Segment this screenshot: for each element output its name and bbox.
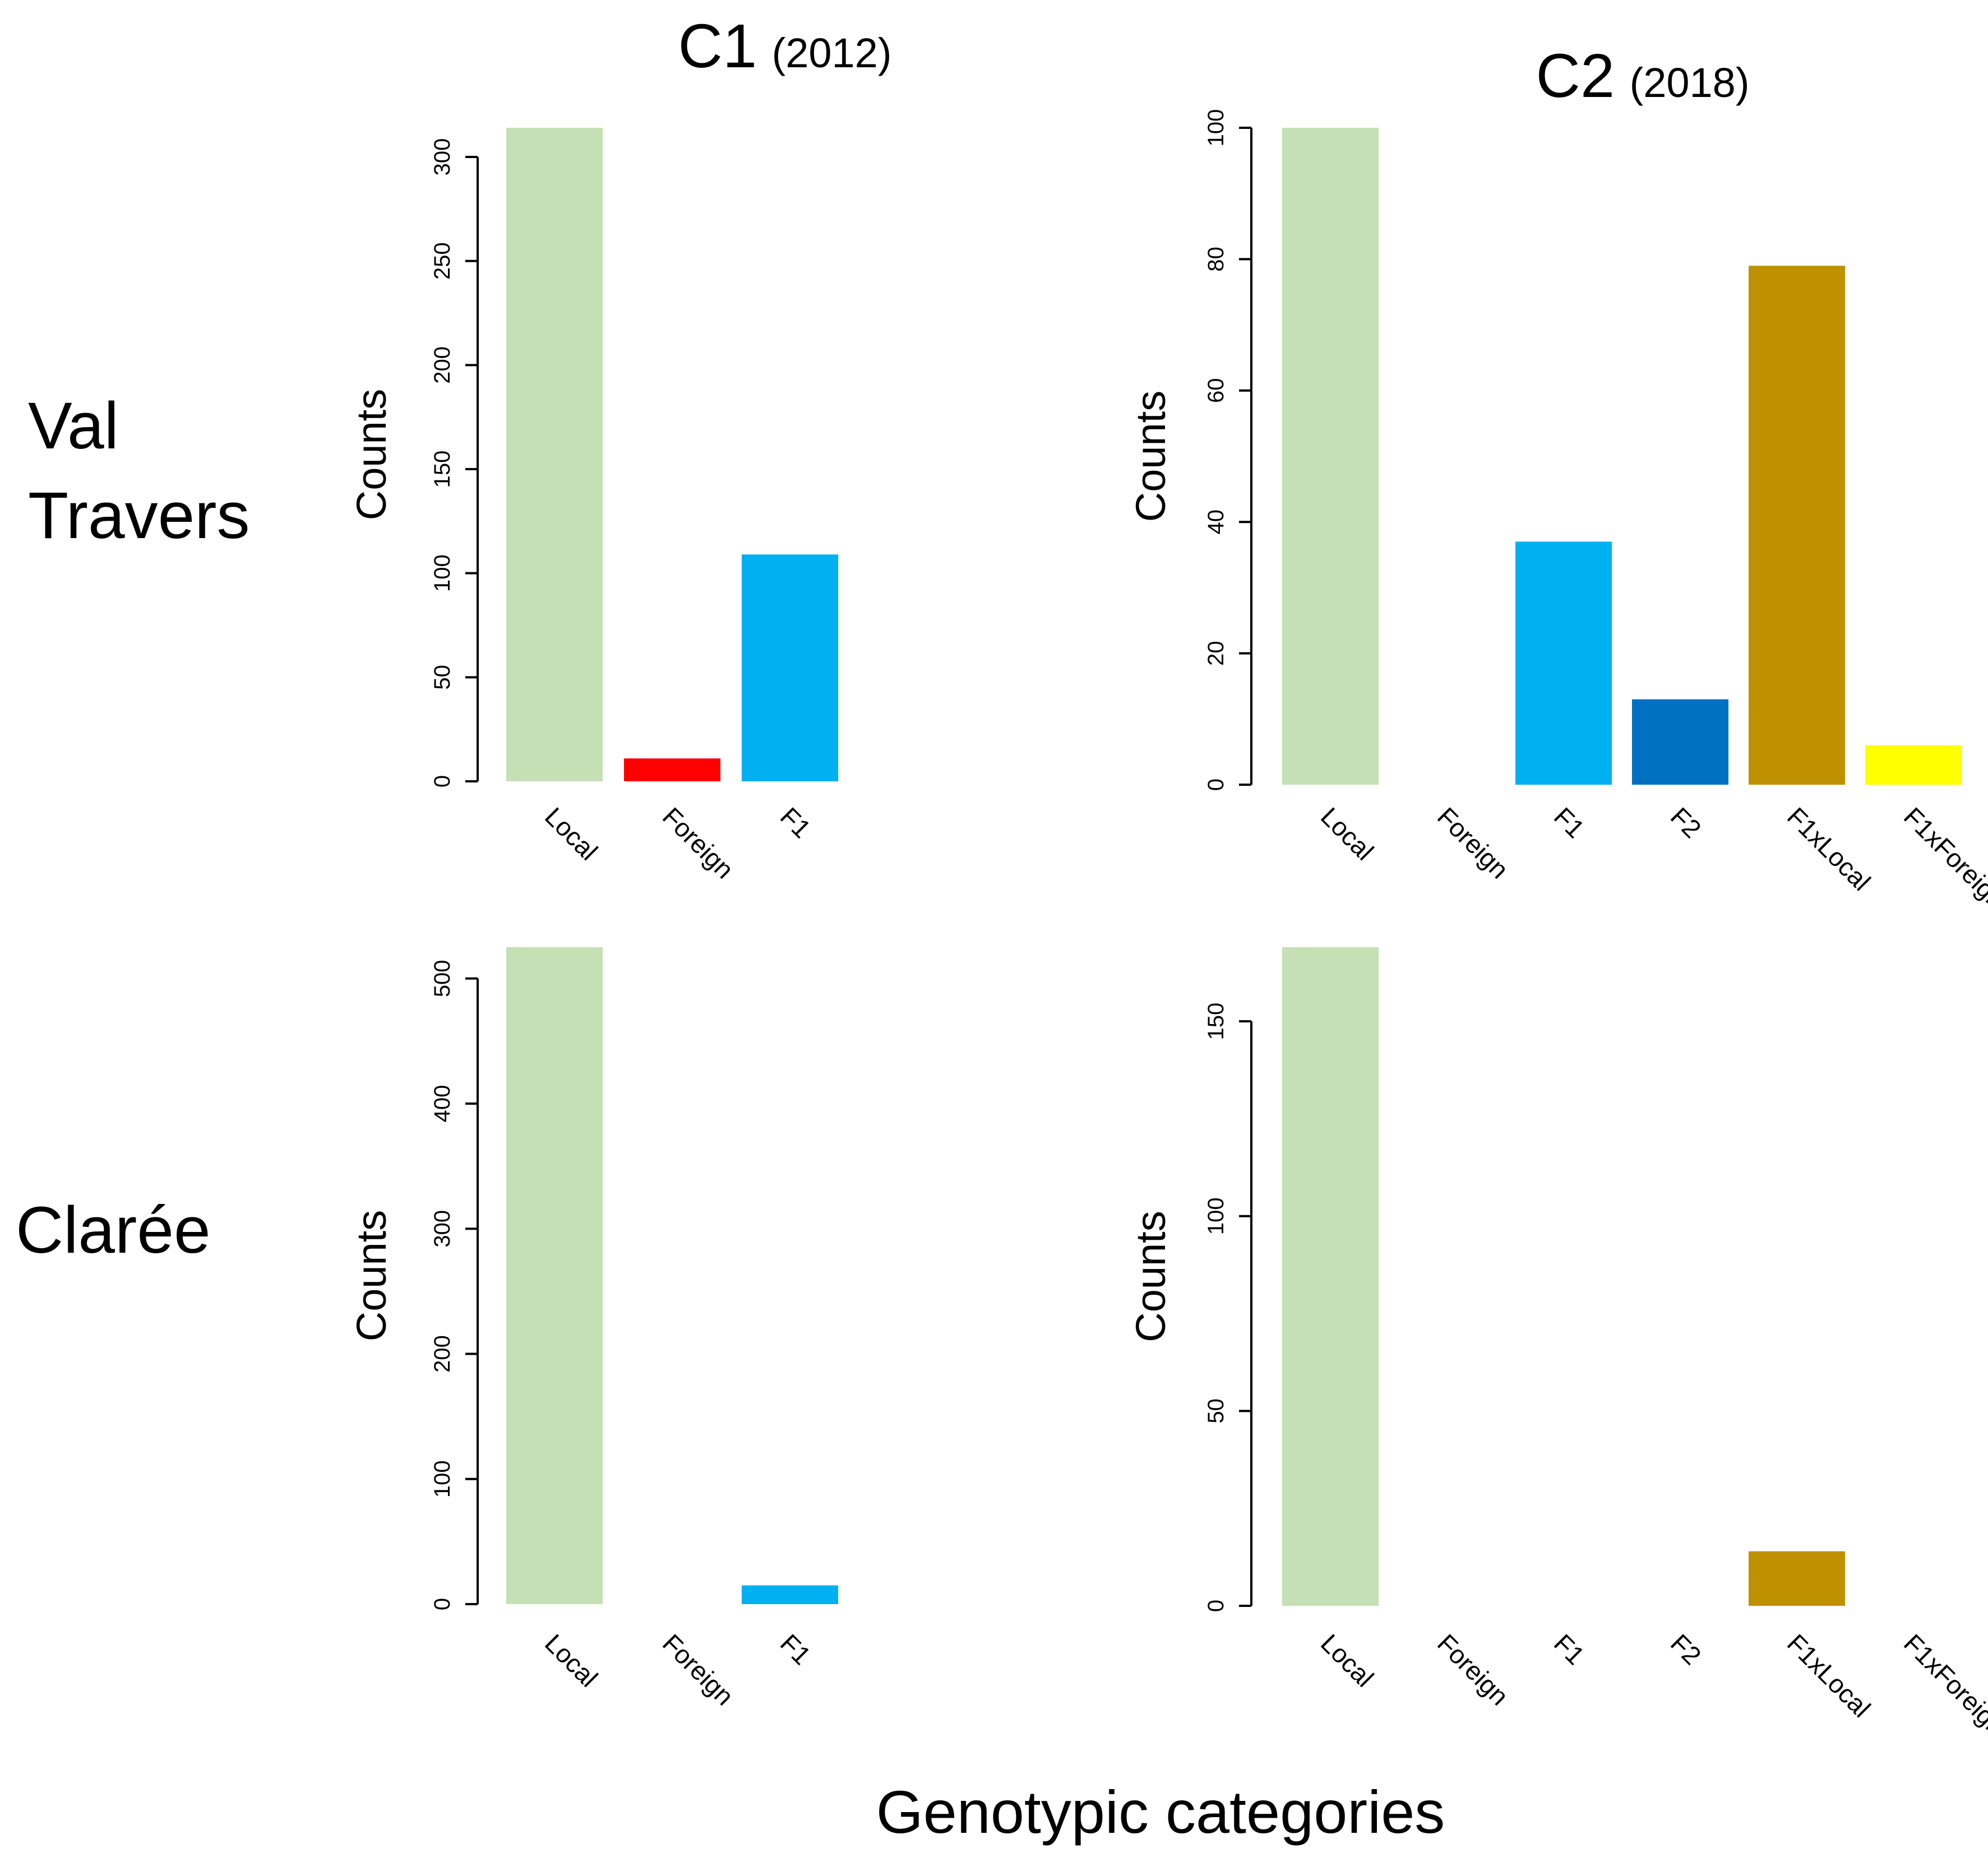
x-axis-title: Genotypic categories — [876, 1778, 1445, 1846]
x-category-label: F1xForeign — [1898, 802, 1988, 914]
bar-f1xlocal — [1749, 266, 1845, 785]
y-tick-label: 40 — [1204, 509, 1228, 535]
x-category-label: F1 — [1548, 802, 1591, 844]
x-category-label: Local — [1315, 802, 1380, 866]
col-title-c2-year: (2018) — [1630, 59, 1750, 106]
x-category-label: Foreign — [657, 1628, 739, 1711]
y-tick-label: 200 — [430, 346, 455, 384]
bar-f1 — [742, 554, 838, 781]
y-axis-title: Counts — [348, 389, 395, 520]
y-tick-label: 250 — [430, 242, 455, 280]
col-title-c2: C2 (2018) — [1536, 41, 1750, 110]
row-label-val-travers-line2: Travers — [28, 479, 250, 553]
panel-c1-claree: Counts 0 100 200 300 400 500 Local Foreign F1 — [348, 947, 838, 1711]
bar-f1xlocal — [1749, 1551, 1845, 1606]
x-category-label: F1xLocal — [1782, 802, 1876, 896]
x-category-label: F1 — [775, 1628, 817, 1670]
y-tick-label: 20 — [1204, 641, 1228, 666]
y-tick-label: 50 — [1204, 1398, 1228, 1424]
x-category-label: F1xLocal — [1782, 1628, 1876, 1723]
y-tick-label: 500 — [430, 960, 455, 997]
y-axis-title: Counts — [348, 1210, 395, 1341]
y-tick-label: 150 — [1204, 1003, 1228, 1040]
y-tick-label: 60 — [1204, 378, 1228, 404]
x-category-label: Foreign — [657, 802, 739, 884]
y-axis-title: Counts — [1127, 391, 1174, 522]
y-tick-label: 100 — [430, 554, 455, 592]
x-category-label: Local — [539, 1628, 604, 1693]
row-label-claree: Clarée — [16, 1193, 211, 1267]
bar-local — [1282, 128, 1379, 785]
y-tick-label: 0 — [1204, 779, 1228, 791]
panel-c2-val-travers: Counts 0 20 40 60 80 100 Local Foreign F1 F2 F1xLoc… — [1127, 109, 1988, 915]
row-label-val-travers-line1: Val — [28, 389, 119, 463]
bar-local — [506, 128, 603, 781]
bar-f1 — [742, 1585, 838, 1604]
y-tick-label: 300 — [430, 1210, 455, 1248]
panel-c2-claree: Counts 0 50 100 150 Local Foreign F1 F2 F1xLocal F… — [1127, 947, 1988, 1741]
y-tick-label: 0 — [430, 1598, 455, 1610]
bar-f1xforeign — [1865, 745, 1962, 785]
y-tick-label: 0 — [430, 775, 455, 787]
bar-local — [1282, 947, 1379, 1606]
y-tick-label: 100 — [1204, 109, 1228, 147]
panel-c1-val-travers: Counts 0 50 100 150 200 250 300 Local Foreign F1 — [348, 128, 838, 884]
y-axis-title: Counts — [1127, 1211, 1174, 1342]
x-category-label: Local — [539, 802, 604, 866]
y-tick-label: 80 — [1204, 247, 1228, 272]
col-title-c1: C1 (2012) — [678, 12, 892, 81]
x-category-label: F1 — [1548, 1628, 1591, 1670]
x-category-label: Foreign — [1432, 802, 1514, 884]
y-tick-label: 50 — [430, 665, 455, 690]
bar-f1 — [1515, 541, 1612, 785]
bar-foreign — [624, 758, 720, 781]
col-title-c1-main: C1 — [678, 12, 757, 81]
y-tick-label: 150 — [430, 451, 455, 488]
col-title-c1-year: (2012) — [772, 30, 892, 76]
x-category-label: Foreign — [1432, 1628, 1514, 1711]
x-category-label: F1xForeign — [1898, 1628, 1988, 1741]
y-tick-label: 200 — [430, 1335, 455, 1373]
x-category-label: Local — [1315, 1628, 1380, 1693]
y-tick-label: 300 — [430, 138, 455, 176]
x-category-label: F1 — [775, 802, 817, 844]
col-title-c2-main: C2 — [1536, 41, 1615, 110]
y-tick-label: 100 — [430, 1460, 455, 1498]
y-tick-label: 100 — [1204, 1197, 1228, 1235]
x-category-label: F2 — [1665, 802, 1707, 844]
y-tick-label: 0 — [1204, 1600, 1228, 1612]
x-category-label: F2 — [1665, 1628, 1707, 1670]
y-tick-label: 400 — [430, 1085, 455, 1123]
bar-f2 — [1632, 699, 1728, 785]
bar-local — [506, 947, 603, 1604]
